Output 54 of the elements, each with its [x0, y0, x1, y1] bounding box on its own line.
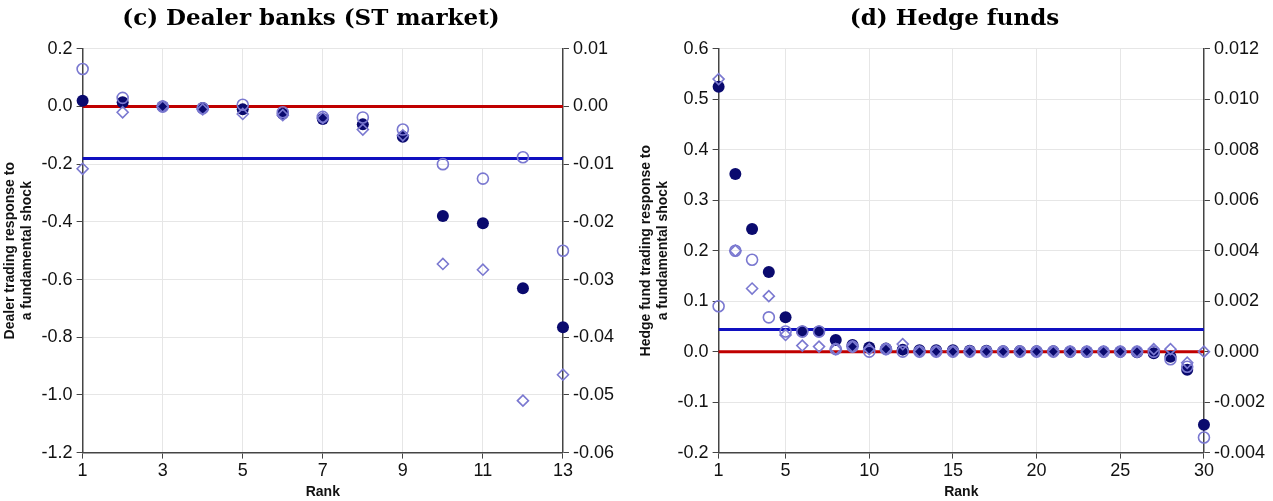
- y-tick-label: -0.2: [677, 441, 709, 462]
- x-tick-label: 25: [1110, 460, 1131, 481]
- x-tick-label: 11: [473, 460, 493, 481]
- y-tick-label: 0.5: [683, 88, 709, 109]
- y2-tick-label: 0.008: [1213, 138, 1260, 159]
- y-tick-label: -0.2: [41, 153, 73, 174]
- y2-tick-label: 0.00: [572, 95, 609, 116]
- y2-tick-label: 0.004: [1213, 239, 1260, 260]
- x-axis-title: Rank: [944, 483, 979, 500]
- y2-tick-label: 0.012: [1213, 37, 1260, 58]
- y-axis-title: Dealer trading response to a fundamental shock: [1, 162, 35, 340]
- y2-tick-label: -0.02: [572, 210, 614, 231]
- y-tick-label: -1.2: [41, 441, 73, 462]
- x-tick-label: 3: [157, 460, 168, 481]
- y2-tick-label: -0.05: [572, 383, 614, 404]
- y2-tick-label: -0.002: [1213, 391, 1266, 412]
- x-tick-label: 7: [317, 460, 328, 481]
- y-tick-label: 0.2: [47, 37, 73, 58]
- y-tick-label: 0.4: [683, 138, 709, 159]
- y-tick-label: 0.0: [47, 95, 73, 116]
- y-tick-label: 0.2: [683, 239, 709, 260]
- y-tick-label: 0.1: [683, 290, 709, 311]
- x-tick-label: 15: [942, 460, 963, 481]
- y-tick-label: -1.0: [41, 383, 73, 404]
- x-tick-label: 20: [1026, 460, 1047, 481]
- y2-tick-label: -0.03: [572, 268, 614, 289]
- x-tick-label: 5: [237, 460, 248, 481]
- y-tick-label: 0.6: [683, 37, 709, 58]
- y-axis-title: Hedge fund trading response to a fundamental shock: [637, 144, 671, 357]
- y2-tick-label: -0.04: [572, 326, 614, 347]
- x-tick-label: 10: [859, 460, 880, 481]
- x-tick-label: 13: [552, 460, 573, 481]
- x-tick-label: 30: [1193, 460, 1214, 481]
- y2-tick-label: -0.01: [572, 153, 614, 174]
- y-tick-label: 0.0: [683, 340, 709, 361]
- x-axis-title: Rank: [305, 483, 341, 500]
- x-tick-label: 1: [713, 460, 724, 481]
- y-tick-label: -0.6: [41, 268, 73, 289]
- y2-tick-label: -0.004: [1213, 441, 1266, 462]
- y2-tick-label: 0.002: [1213, 290, 1260, 311]
- y-tick-label: -0.4: [41, 210, 73, 231]
- chart-title: (c) Dealer banks (ST market): [121, 2, 501, 32]
- y2-tick-label: 0.01: [572, 37, 609, 58]
- y-tick-label: -0.1: [677, 391, 709, 412]
- y-tick-label: 0.3: [683, 189, 709, 210]
- x-tick-label: 5: [780, 460, 791, 481]
- y2-tick-label: 0.000: [1213, 340, 1260, 361]
- y2-tick-label: 0.010: [1213, 88, 1260, 109]
- y-tick-label: -0.8: [41, 326, 73, 347]
- x-tick-label: 9: [397, 460, 408, 481]
- y2-tick-label: -0.06: [572, 441, 614, 462]
- x-tick-label: 1: [77, 460, 88, 481]
- y2-tick-label: 0.006: [1213, 189, 1260, 210]
- chart-title: (d) Hedge funds: [848, 2, 1061, 32]
